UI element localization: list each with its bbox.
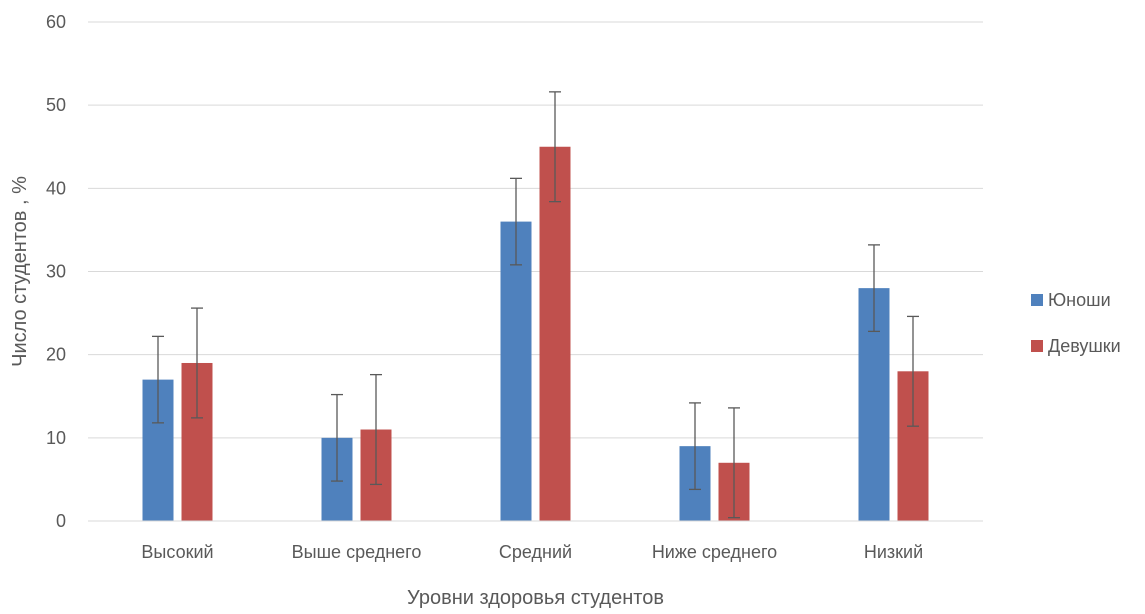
error-bar — [510, 177, 522, 266]
y-tick-label: 50 — [46, 95, 66, 115]
error-bar — [152, 335, 164, 424]
y-axis-title: Число студентов , % — [9, 176, 31, 367]
bar-devushki — [539, 146, 571, 521]
bars — [142, 146, 929, 521]
legend-label: Юноши — [1048, 290, 1111, 310]
legend-swatch — [1031, 294, 1043, 306]
gridlines — [88, 21, 983, 439]
x-tick-label: Высокий — [141, 542, 213, 562]
legend-label: Девушки — [1048, 336, 1121, 356]
y-tick-label: 10 — [46, 428, 66, 448]
x-tick-label: Низкий — [864, 542, 923, 562]
y-tick-label: 60 — [46, 12, 66, 32]
error-bar — [331, 393, 343, 482]
x-axis-ticks: Высокий Выше среднего Средний Ниже среднего… — [141, 542, 923, 562]
error-bar — [868, 244, 880, 333]
error-bar — [370, 373, 382, 486]
y-tick-label: 20 — [46, 345, 66, 365]
y-tick-label: 0 — [56, 511, 66, 531]
error-bars — [152, 91, 919, 519]
y-axis-ticks: 0 10 20 30 40 50 60 — [46, 12, 66, 531]
error-bar — [728, 407, 740, 519]
x-axis-title: Уровни здоровья студентов — [407, 587, 664, 609]
y-tick-label: 30 — [46, 262, 66, 282]
bar-yunoshi — [500, 221, 532, 521]
error-bar — [191, 307, 203, 419]
error-bar — [907, 315, 919, 427]
legend-swatch — [1031, 340, 1043, 352]
x-tick-label: Ниже среднего — [652, 542, 777, 562]
x-tick-label: Средний — [499, 542, 572, 562]
error-bar — [689, 402, 701, 491]
error-bar — [549, 91, 561, 203]
y-tick-label: 40 — [46, 178, 66, 198]
x-tick-label: Выше среднего — [292, 542, 422, 562]
legend: Юноши Девушки — [1031, 290, 1121, 356]
